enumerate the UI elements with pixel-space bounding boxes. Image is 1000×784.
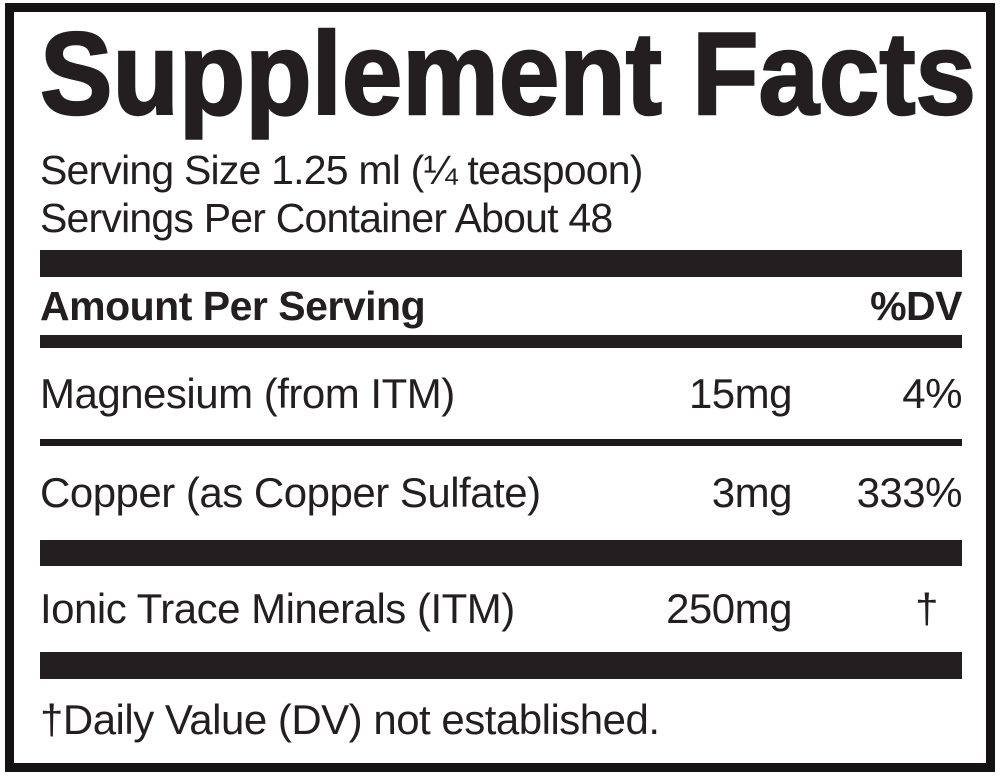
percent-dv-label: %DV <box>870 282 962 329</box>
nutrient-amount: 3mg <box>711 469 793 516</box>
divider-thick-mid <box>40 540 962 566</box>
footnote-row: †Daily Value (DV) not established. <box>40 679 962 761</box>
panel-title: Supplement Facts <box>39 7 977 146</box>
table-row-magnesium: Magnesium (from ITM) 15mg 4% <box>40 348 963 439</box>
panel-content: Supplement Facts Serving Size 1.25 ml (¼… <box>14 7 986 775</box>
nutrient-amount: 250mg <box>666 585 792 632</box>
divider-medium <box>40 335 962 348</box>
nutrient-name: Magnesium (from ITM) <box>40 369 455 417</box>
table-header-row: Amount Per Serving %DV <box>40 277 962 335</box>
nutrient-name: Copper (as Copper Sulfate) <box>40 469 541 516</box>
title-text: Supplement Facts <box>40 8 976 139</box>
dv-footnote: †Daily Value (DV) not established. <box>40 696 660 743</box>
servings-per-container-line: Servings Per Container About 48 <box>40 195 613 241</box>
table-row-ionic-trace-minerals: Ionic Trace Minerals (ITM) 250mg † <box>40 566 962 652</box>
nutrient-name: Ionic Trace Minerals (ITM) <box>40 585 515 632</box>
serving-size-line: Serving Size 1.25 ml (¼ teaspoon) <box>40 147 643 193</box>
divider-thick-bottom <box>40 652 962 679</box>
divider-thick-top <box>40 250 962 277</box>
nutrient-dv-dagger: † <box>915 585 938 632</box>
serving-info: Serving Size 1.25 ml (¼ teaspoon) Servin… <box>40 146 962 242</box>
table-row-copper: Copper (as Copper Sulfate) 3mg 333% <box>40 446 963 540</box>
title-svg: Supplement Facts <box>39 7 977 140</box>
nutrient-dv: 333% <box>856 469 963 516</box>
divider-thin <box>40 439 962 446</box>
nutrient-dv: 4% <box>902 369 962 417</box>
amount-per-serving-label: Amount Per Serving <box>40 282 426 329</box>
supplement-facts-panel: Supplement Facts Serving Size 1.25 ml (¼… <box>5 3 995 772</box>
nutrient-amount: 15mg <box>688 369 793 417</box>
